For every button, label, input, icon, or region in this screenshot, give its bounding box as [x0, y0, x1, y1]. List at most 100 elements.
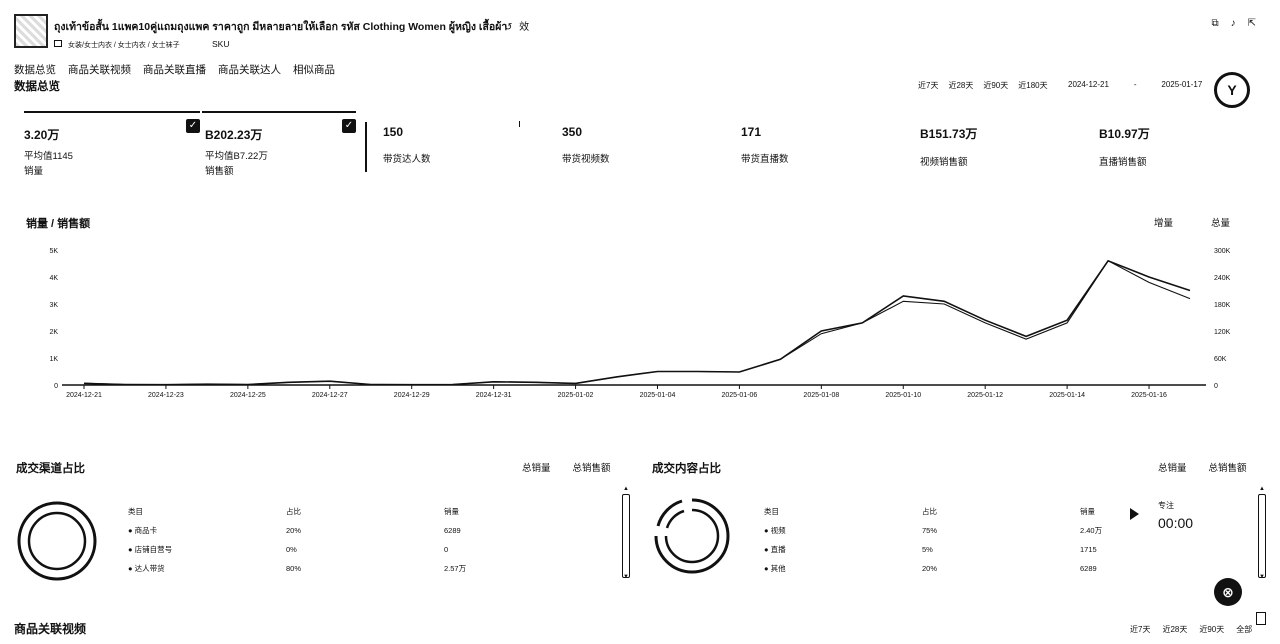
- divider: [365, 122, 367, 172]
- bullet-icon: ●: [128, 545, 135, 554]
- metric-card-live-revenue: B10.97万 直播销售额: [1099, 125, 1150, 168]
- range-7d[interactable]: 近7天: [918, 81, 939, 90]
- range-selector: 近7天 近28天 近90天 近180天: [918, 80, 1048, 91]
- date-end: 2025-01-17: [1161, 80, 1203, 89]
- cell-name: 商品卡: [134, 526, 158, 535]
- range-90d[interactable]: 近90天: [1199, 625, 1225, 634]
- channel-scrollbar[interactable]: [622, 494, 630, 578]
- cell-pct: 75%: [922, 526, 938, 535]
- x-tick-label: 2024-12-25: [230, 392, 266, 399]
- x-tick-label: 2025-01-02: [558, 392, 594, 399]
- checkbox-checked-icon[interactable]: ✓: [186, 119, 200, 133]
- cell-value: 2.40万: [1080, 526, 1103, 535]
- tab-overview[interactable]: 数据总览: [14, 64, 56, 76]
- x-tick-label: 2024-12-21: [66, 392, 102, 399]
- cell-pct: 0%: [286, 545, 297, 554]
- scroll-up-icon[interactable]: ▲: [1259, 486, 1265, 492]
- metric-card-sales[interactable]: ✓ 3.20万 平均值1145 销量: [24, 111, 200, 177]
- content-tabs: 总销量 总销售额: [1158, 460, 1247, 474]
- brand-logo-icon[interactable]: Y: [1214, 72, 1250, 108]
- cell-pct: 20%: [286, 526, 302, 535]
- channel-donut-chart: [17, 501, 97, 581]
- legend-incremental[interactable]: 增量: [1154, 218, 1174, 229]
- timer-label: 专注: [1158, 501, 1174, 510]
- x-tick-label: 2025-01-06: [722, 392, 758, 399]
- x-tick-label: 2025-01-14: [1049, 392, 1085, 399]
- cell-value: 1715: [1080, 545, 1097, 554]
- scroll-down-icon[interactable]: ▼: [1259, 574, 1265, 580]
- cell-name: 店铺自营号: [134, 545, 173, 554]
- table-row: ● 其他 20% 6289: [764, 559, 1102, 578]
- tab-total-sales[interactable]: 总销量: [522, 463, 551, 474]
- tiktok-icon[interactable]: ♪: [1230, 18, 1236, 29]
- x-tick-label: 2025-01-08: [803, 392, 839, 399]
- tab-total-revenue[interactable]: 总销售额: [572, 463, 611, 474]
- product-thumbnail[interactable]: [14, 14, 48, 48]
- cell-name: 达人带货: [134, 564, 165, 573]
- range-28d[interactable]: 近28天: [948, 81, 974, 90]
- legend-total[interactable]: 总量: [1211, 218, 1231, 229]
- range-7d[interactable]: 近7天: [1130, 625, 1151, 634]
- bottom-range-selector: 近7天 近28天 近90天 全部: [1130, 624, 1252, 635]
- metric-value: 150: [383, 125, 404, 139]
- y-right-tick-label: 180K: [1214, 302, 1231, 309]
- bullet-icon: ●: [764, 526, 771, 535]
- series-line-2: [83, 260, 1191, 386]
- metric-average: 平均值B7.22万: [205, 151, 268, 162]
- range-28d[interactable]: 近28天: [1162, 625, 1188, 634]
- col-header: 类目: [764, 507, 779, 516]
- x-tick-label: 2025-01-10: [885, 392, 921, 399]
- checkbox-checked-icon[interactable]: ✓: [342, 119, 356, 133]
- y-right-tick-label: 0: [1214, 383, 1218, 390]
- breadcrumb: 女装/女士内衣 / 女士内衣 / 女士袜子: [68, 42, 180, 49]
- metric-card-lives: 171 带货直播数: [741, 125, 789, 165]
- metric-card-creators: 150 带货达人数: [383, 125, 431, 165]
- tab-related-lives[interactable]: 商品关联直播: [143, 64, 206, 76]
- scroll-up-icon[interactable]: ▲: [623, 486, 629, 492]
- channel-share-title: 成交渠道占比: [16, 463, 85, 475]
- col-header: 占比: [286, 507, 301, 516]
- nav-tabs: 数据总览 商品关联视频 商品关联直播 商品关联达人 相似商品: [14, 62, 335, 77]
- copy-icon[interactable]: ⧉: [1211, 18, 1219, 29]
- cell-name: 视频: [770, 526, 786, 535]
- scroll-down-icon[interactable]: ▼: [623, 574, 629, 580]
- cell-pct: 5%: [922, 545, 933, 554]
- date-range-picker[interactable]: 2024-12-21 - 2025-01-17: [1068, 80, 1202, 89]
- table-row: ● 直播 5% 1715: [764, 540, 1102, 559]
- document-icon[interactable]: [1256, 612, 1266, 625]
- metric-value: 3.20万: [24, 128, 60, 142]
- tab-related-creators[interactable]: 商品关联达人: [218, 64, 281, 76]
- metric-value: 171: [741, 125, 762, 139]
- play-icon[interactable]: [1130, 508, 1139, 520]
- content-donut-chart: [654, 498, 730, 574]
- title-action-icons[interactable]: ↺ 效: [504, 22, 532, 33]
- top-right-toolbar: ⧉ ♪ ⇱: [1211, 18, 1256, 29]
- assistant-float-icon[interactable]: ⊗: [1214, 578, 1242, 606]
- metric-label: 销售额: [205, 166, 234, 177]
- range-180d[interactable]: 近180天: [1018, 81, 1048, 90]
- external-link-icon[interactable]: ⇱: [1247, 18, 1256, 29]
- x-tick-label: 2024-12-23: [148, 392, 184, 399]
- series-line-1: [83, 259, 1191, 386]
- tab-related-videos[interactable]: 商品关联视频: [68, 64, 131, 76]
- bullet-icon: ●: [128, 564, 135, 573]
- metric-label: 视频销售额: [920, 157, 968, 168]
- range-all[interactable]: 全部: [1236, 625, 1253, 634]
- y-left-tick-label: 2K: [49, 329, 58, 336]
- y-left-tick-label: 4K: [49, 275, 58, 282]
- y-right-tick-label: 240K: [1214, 275, 1231, 282]
- tab-total-sales[interactable]: 总销量: [1158, 463, 1187, 474]
- col-header: 占比: [922, 507, 937, 516]
- content-scrollbar[interactable]: [1258, 494, 1266, 578]
- range-90d[interactable]: 近90天: [983, 81, 1009, 90]
- metric-value: B151.73万: [920, 127, 978, 141]
- x-tick-label: 2024-12-29: [394, 392, 430, 399]
- y-left-tick-label: 5K: [49, 248, 58, 255]
- chart-title: 销量 / 销售额: [26, 218, 91, 230]
- product-title[interactable]: ถุงเท้าข้อสั้น 1แพค10คู่แถมถุงแพค ราคาถู…: [54, 21, 508, 33]
- tab-total-revenue[interactable]: 总销售额: [1208, 463, 1247, 474]
- col-header: 销量: [444, 507, 459, 516]
- metric-card-revenue[interactable]: ✓ B202.23万 平均值B7.22万 销售额: [202, 111, 356, 177]
- channel-tabs: 总销量 总销售额: [522, 460, 611, 474]
- tab-similar-products[interactable]: 相似商品: [293, 64, 335, 76]
